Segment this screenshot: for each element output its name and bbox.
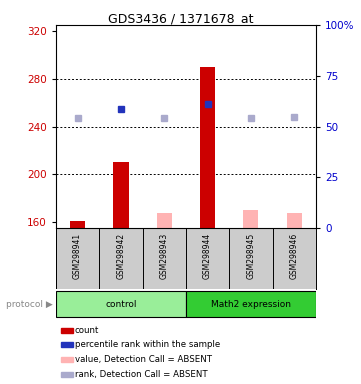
Bar bbox=[157, 213, 172, 228]
Bar bbox=[243, 210, 258, 228]
Text: count: count bbox=[75, 326, 99, 335]
Bar bbox=[56, 291, 186, 317]
Bar bbox=[287, 213, 302, 228]
Bar bbox=[186, 291, 316, 317]
Text: Math2 expression: Math2 expression bbox=[211, 300, 291, 309]
Text: rank, Detection Call = ABSENT: rank, Detection Call = ABSENT bbox=[75, 369, 207, 379]
Text: control: control bbox=[105, 300, 137, 309]
Text: value, Detection Call = ABSENT: value, Detection Call = ABSENT bbox=[75, 355, 212, 364]
Bar bbox=[61, 357, 73, 362]
Text: GSM298942: GSM298942 bbox=[117, 233, 125, 279]
Text: GSM298945: GSM298945 bbox=[247, 233, 255, 279]
Text: GSM298944: GSM298944 bbox=[203, 233, 212, 279]
Text: percentile rank within the sample: percentile rank within the sample bbox=[75, 340, 220, 349]
Bar bbox=[61, 372, 73, 376]
Text: GSM298941: GSM298941 bbox=[73, 233, 82, 279]
Text: GSM298946: GSM298946 bbox=[290, 233, 299, 279]
Bar bbox=[113, 162, 129, 228]
Bar bbox=[70, 221, 85, 228]
Text: protocol ▶: protocol ▶ bbox=[5, 300, 52, 309]
Text: GSM298943: GSM298943 bbox=[160, 233, 169, 279]
Bar bbox=[61, 328, 73, 333]
Bar bbox=[61, 343, 73, 347]
Bar bbox=[200, 67, 215, 228]
Text: GDS3436 / 1371678_at: GDS3436 / 1371678_at bbox=[108, 12, 253, 25]
